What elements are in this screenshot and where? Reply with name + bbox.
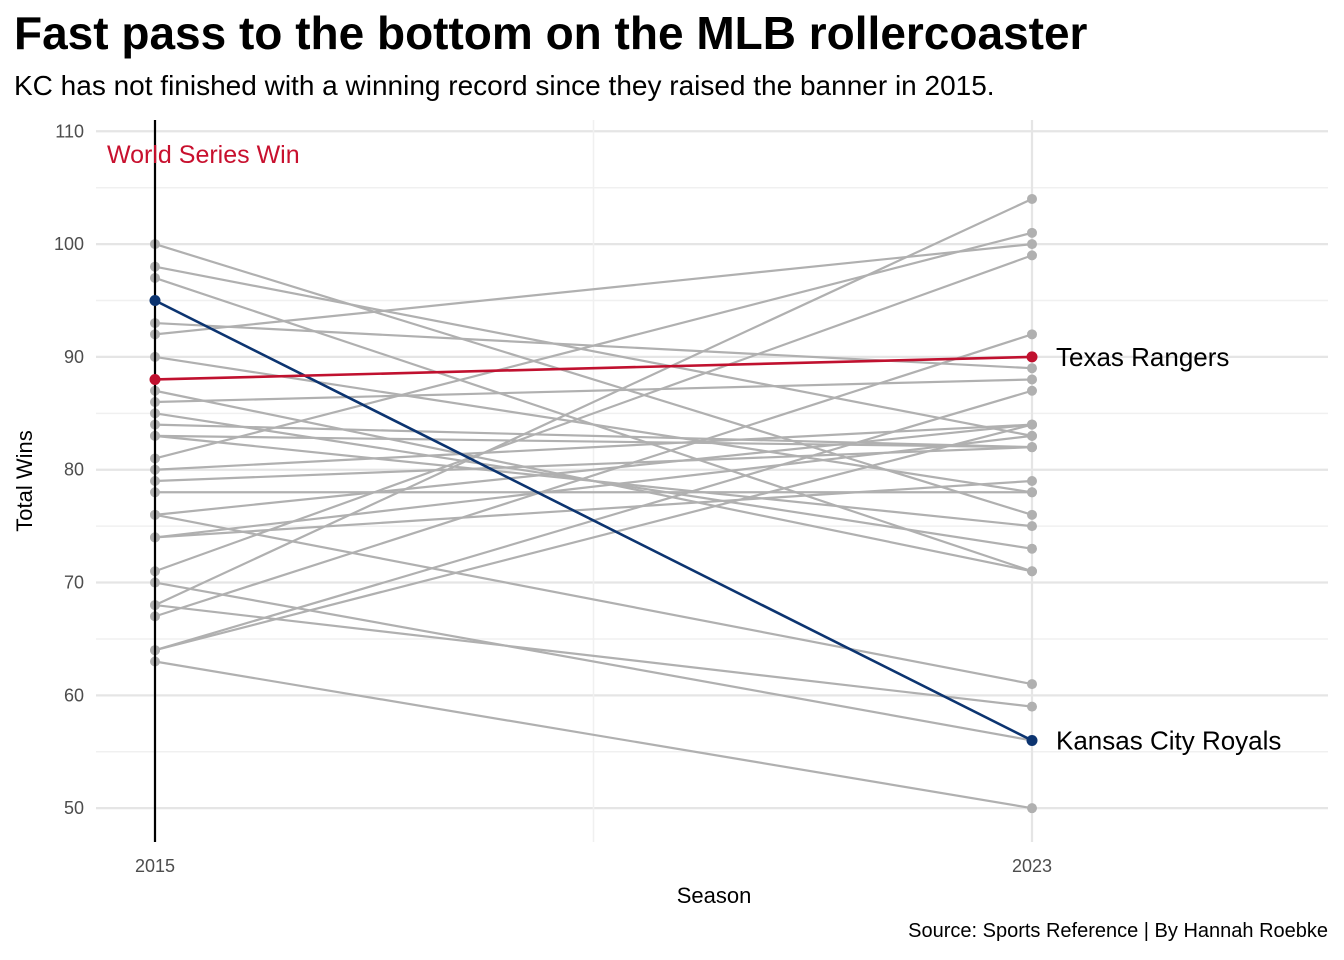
team-line <box>154 434 1033 449</box>
team-point <box>1027 803 1037 814</box>
chart-caption: Source: Sports Reference | By Hannah Roe… <box>908 920 1328 942</box>
y-tick-label: 80 <box>64 460 84 480</box>
team-line <box>154 333 1033 618</box>
team-point <box>1027 374 1037 385</box>
team-point <box>1027 193 1037 204</box>
kansas-city-royals-label: Kansas City Royals <box>1056 725 1281 755</box>
x-tick-label: 2023 <box>1012 856 1052 876</box>
grid-lines <box>96 120 1328 842</box>
texas-rangers-point <box>149 373 161 385</box>
y-tick-label: 90 <box>64 347 84 367</box>
team-line <box>154 265 1033 437</box>
team-point <box>1027 476 1037 486</box>
y-tick-label: 100 <box>54 234 84 254</box>
team-line <box>154 423 1033 449</box>
team-line <box>154 423 1033 652</box>
team-line <box>154 378 1033 404</box>
team-line <box>154 423 1033 516</box>
team-point <box>1027 543 1037 554</box>
kansas-city-royals-line <box>154 299 1033 742</box>
team-point <box>1027 509 1037 520</box>
kansas-city-royals-point <box>149 295 161 306</box>
team-line <box>154 604 1033 708</box>
highlight-series: Kansas City Royals Texas Rangers <box>149 295 1281 755</box>
background-series <box>150 193 1037 814</box>
team-line <box>154 197 1033 607</box>
texas-rangers-point <box>1026 351 1038 363</box>
team-line <box>154 513 1033 686</box>
team-point <box>1027 566 1037 577</box>
team-line <box>154 660 1033 810</box>
texas-rangers-label: Texas Rangers <box>1056 342 1229 372</box>
chart-subtitle: KC has not finished with a winning recor… <box>14 70 995 101</box>
team-point <box>1027 521 1037 532</box>
axis-ticks: 50 60 70 80 90 100 110 2015 2023 <box>54 121 1052 876</box>
team-line <box>154 479 1033 539</box>
team-point <box>1027 430 1037 441</box>
team-point <box>1027 487 1037 498</box>
team-line <box>154 231 1033 460</box>
team-line <box>154 434 1033 539</box>
team-line <box>154 423 1033 471</box>
chart-title: Fast pass to the bottom on the MLB rolle… <box>14 7 1088 59</box>
team-line <box>154 355 1033 494</box>
team-point <box>1027 329 1037 340</box>
team-point <box>1027 227 1037 238</box>
team-line <box>154 412 1033 550</box>
team-point <box>1027 419 1037 430</box>
team-point <box>1027 250 1037 261</box>
team-point <box>1027 363 1037 374</box>
team-line <box>154 242 1033 336</box>
y-tick-label: 70 <box>64 573 84 593</box>
annotation-world-series-win: World Series Win <box>107 141 300 169</box>
kansas-city-royals-point <box>1026 734 1038 746</box>
team-point <box>1027 701 1037 712</box>
team-point <box>1027 679 1037 690</box>
x-axis-title: Season <box>677 883 752 908</box>
team-point <box>1027 385 1037 396</box>
team-line <box>154 581 1033 742</box>
y-axis-title: Total Wins <box>12 430 37 531</box>
y-tick-label: 50 <box>64 798 84 818</box>
team-point <box>1027 442 1037 453</box>
texas-rangers-line <box>154 355 1033 381</box>
x-tick-label: 2015 <box>135 856 175 876</box>
team-line <box>154 254 1033 573</box>
team-point <box>1027 239 1037 250</box>
y-tick-label: 110 <box>55 121 84 141</box>
y-tick-label: 60 <box>64 685 84 705</box>
